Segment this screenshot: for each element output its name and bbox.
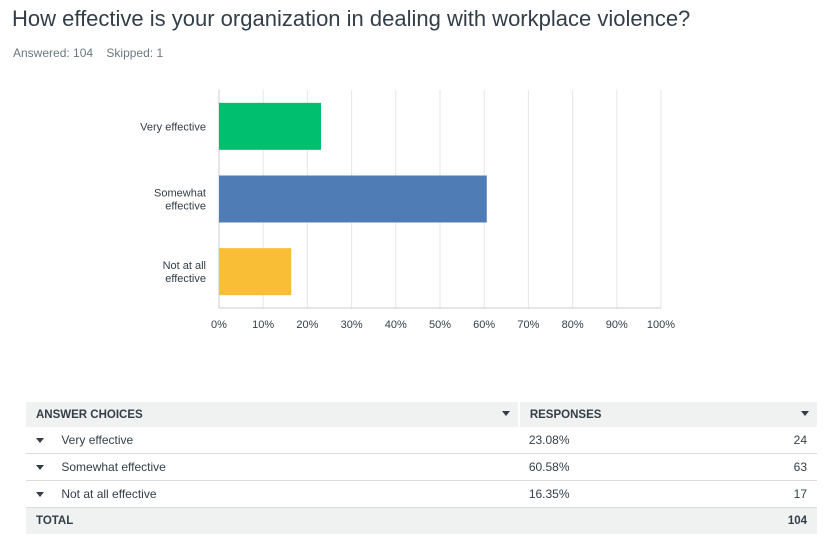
expand-caret-icon[interactable] [36,465,44,471]
answer-choice-cell: Not at all effective [26,480,519,508]
x-tick-label: 80% [562,319,584,331]
x-tick-label: 40% [385,319,407,331]
expand-caret-icon[interactable] [36,492,44,498]
x-tick-label: 20% [296,319,318,331]
question-title: How effective is your organization in de… [12,6,691,31]
table-row: Somewhat effective 60.58% 63 [26,453,817,481]
answer-choice-label: Not at all effective [61,487,157,501]
answers-table: ANSWER CHOICES RESPONSES Very effective … [26,402,817,534]
answer-choice-label: Very effective [61,433,134,447]
answer-choices-header[interactable]: ANSWER CHOICES [26,402,519,427]
total-row: TOTAL 104 [26,507,817,534]
category-label: Very effective [140,121,206,133]
answer-choices-header-label: ANSWER CHOICES [36,408,143,421]
bar [219,175,487,223]
expand-caret-icon[interactable] [36,438,44,444]
bar-chart: 0% 10% 20% 30% 40% 50% 60% 70% 80% 90% 100% Very ef… [140,90,675,331]
answer-choice-label: Somewhat effective [61,460,166,474]
answered-count: Answered: 104 [13,46,94,60]
sort-down-icon[interactable] [501,411,510,416]
x-tick-label: 90% [606,319,628,331]
table-header-row: ANSWER CHOICES RESPONSES [26,402,817,427]
response-count: 24 [777,427,817,454]
total-label: TOTAL [26,507,519,534]
category-label: Somewhat effective [154,188,206,213]
response-count: 63 [777,453,817,481]
response-stats: Answered: 104 Skipped: 1 [13,46,173,60]
table-row: Very effective 23.08% 24 [26,427,817,454]
x-tick-label: 30% [341,319,363,331]
x-tick-label: 100% [647,319,675,331]
skipped-count: Skipped: 1 [106,46,164,60]
responses-header-label: RESPONSES [529,408,602,421]
x-tick-label: 70% [517,319,539,331]
x-tick-label: 10% [252,319,274,331]
answer-choice-cell: Very effective [26,427,519,454]
x-tick-label: 50% [429,319,451,331]
response-percent: 16.35% [518,480,778,508]
x-tick-label: 0% [211,319,227,331]
response-percent: 23.08% [518,427,778,454]
total-spacer [518,507,778,534]
total-count: 104 [777,507,817,534]
sort-down-icon[interactable] [801,411,809,416]
category-label: Not at all effective [163,260,206,285]
table-row: Not at all effective 16.35% 17 [26,480,817,508]
bar [219,248,292,296]
bar [219,102,322,150]
answer-choice-cell: Somewhat effective [26,453,519,481]
response-percent: 60.58% [518,453,778,481]
x-tick-label: 60% [473,319,495,331]
responses-header[interactable]: RESPONSES [517,402,817,427]
response-count: 17 [777,480,817,508]
